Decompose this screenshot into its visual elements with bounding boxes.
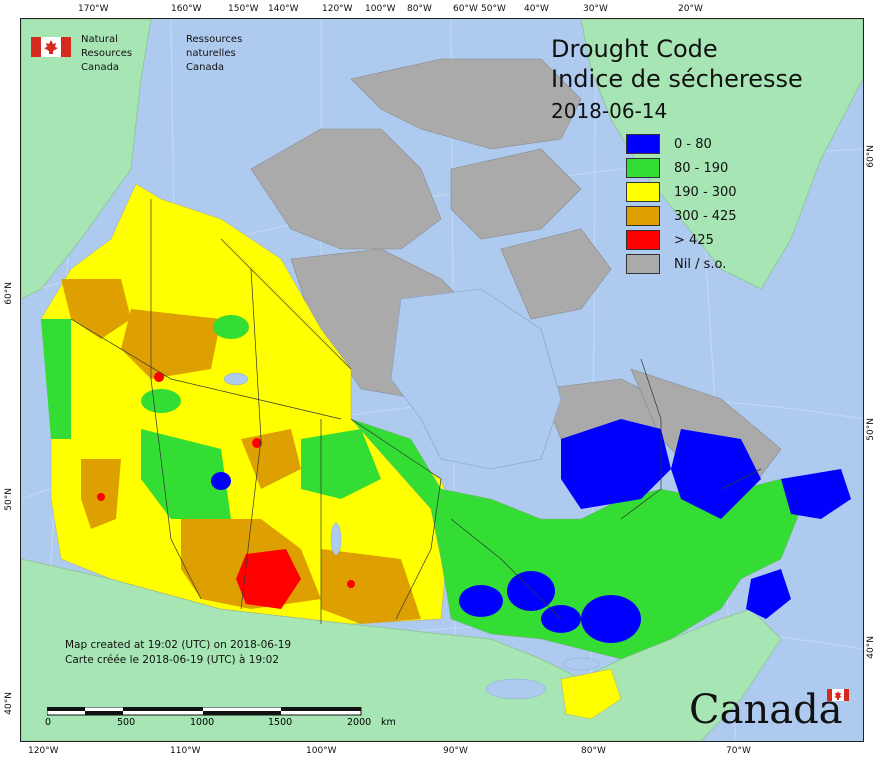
lat-label: 50°N (866, 418, 876, 441)
lon-label: 50°W (481, 4, 506, 14)
legend-item: 80 - 190 (626, 157, 728, 179)
lon-label: 170°W (78, 4, 109, 14)
creation-note-en: Map created at 19:02 (UTC) on 2018-06-19 (65, 639, 292, 651)
map-title-en: Drought Code (551, 35, 718, 63)
lon-label: 30°W (583, 4, 608, 14)
legend-label: 300 - 425 (674, 208, 737, 224)
lon-label: 160°W (171, 4, 202, 14)
wordmark-flag-icon (827, 689, 849, 701)
hudson-bay (390, 288, 562, 470)
canada-wordmark-text: Canada (689, 687, 843, 733)
alaska (21, 19, 152, 300)
lon-label: 100°W (365, 4, 396, 14)
drought-code-map (21, 19, 863, 741)
legend-item: 190 - 300 (626, 181, 737, 203)
lon-label: 40°W (524, 4, 549, 14)
agency-name-en-line2: Canada (81, 62, 120, 73)
legend-label: 80 - 190 (674, 160, 729, 176)
canada-flag-icon (31, 37, 71, 57)
lat-label: 40°N (866, 636, 876, 659)
creation-note-fr: Carte créée le 2018-06-19 (UTC) à 19:02 (65, 654, 280, 666)
legend-label: > 425 (674, 232, 714, 248)
map-date: 2018-06-14 (551, 99, 668, 123)
lon-label: 100°W (306, 746, 337, 756)
legend-label: 190 - 300 (674, 184, 737, 200)
scale-tick-label: 500 (117, 717, 136, 728)
lon-label: 110°W (170, 746, 201, 756)
lon-label: 140°W (268, 4, 299, 14)
legend-swatch (626, 230, 660, 250)
lon-label: 120°W (28, 746, 59, 756)
scale-tick-label: 1500 (268, 717, 293, 728)
lon-label: 90°W (443, 746, 468, 756)
map-title-fr: Indice de sécheresse (551, 65, 803, 93)
scale-tick-label: 2000 (347, 717, 372, 728)
provincial-boundaries (70, 199, 762, 624)
scale-unit: km (381, 717, 396, 728)
scale-bar-graphic (47, 707, 362, 716)
southern-ontario-190-300 (560, 668, 622, 720)
legend-swatch (626, 206, 660, 226)
legend-swatch (626, 254, 660, 274)
greenland (580, 19, 863, 290)
lat-label: 60°N (4, 282, 14, 305)
lon-label: 150°W (228, 4, 259, 14)
east-0-80-patches (211, 419, 851, 643)
legend-swatch (626, 134, 660, 154)
legend-item: 300 - 425 (626, 205, 737, 227)
scale-tick-label: 0 (45, 717, 52, 728)
lon-label: 70°W (726, 746, 751, 756)
scale-bar: 0 500 1000 1500 2000 km (45, 707, 427, 731)
lakes (223, 372, 600, 700)
lat-label: 60°N (866, 145, 876, 168)
lon-label: 80°W (407, 4, 432, 14)
agency-name-fr-line2: Canada (186, 62, 225, 73)
legend-item: 0 - 80 (626, 133, 712, 155)
legend-label: Nil / s.o. (674, 256, 727, 272)
lat-label: 50°N (4, 488, 14, 511)
west-over-425-hotspots (97, 372, 355, 609)
canada-wordmark: Canada (689, 687, 849, 733)
legend-swatch (626, 158, 660, 178)
lon-label: 120°W (322, 4, 353, 14)
lon-label: 80°W (581, 746, 606, 756)
map-canvas[interactable]: Natural Resources Canada Ressources natu… (20, 18, 864, 742)
lat-label: 40°N (4, 692, 14, 715)
legend-item: Nil / s.o. (626, 253, 726, 275)
lon-label: 20°W (678, 4, 703, 14)
agency-name-fr-line1: Ressources naturelles (186, 34, 243, 59)
legend-swatch (626, 182, 660, 202)
legend-label: 0 - 80 (674, 136, 712, 152)
lon-label: 60°W (453, 4, 478, 14)
legend-item: > 425 (626, 229, 714, 251)
agency-name-en-line1: Natural Resources (81, 34, 133, 59)
scale-tick-label: 1000 (190, 717, 215, 728)
